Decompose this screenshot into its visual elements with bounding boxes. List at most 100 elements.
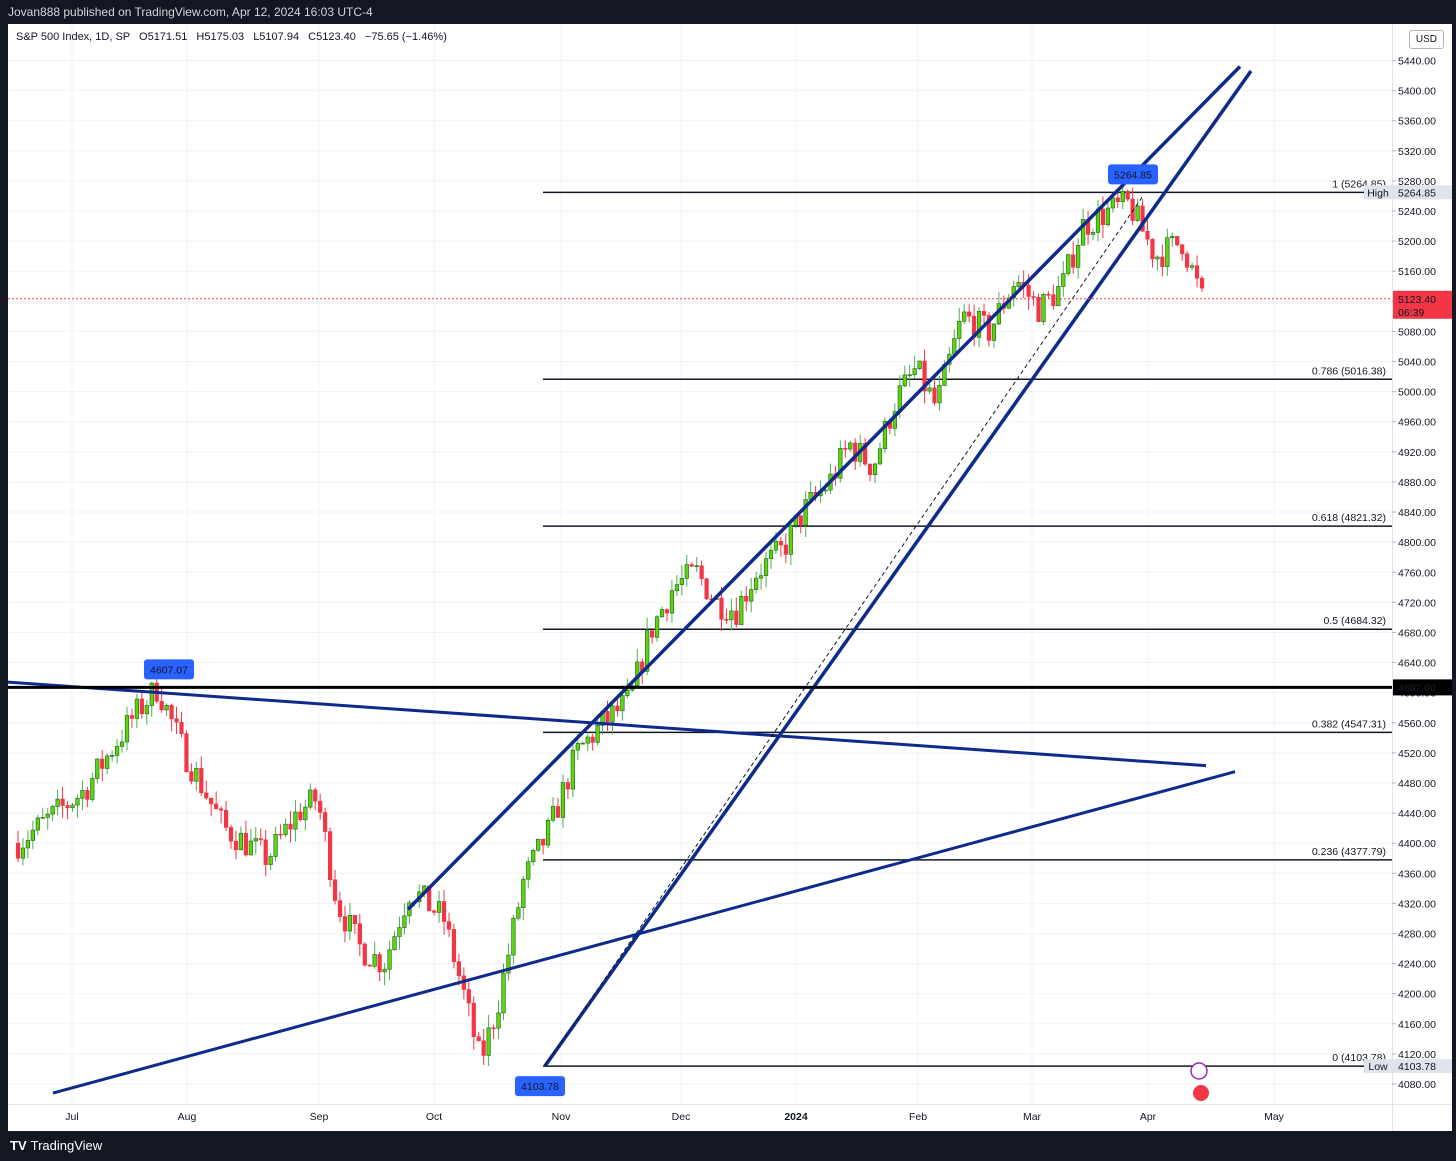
price-tick-label: 4640.00: [1398, 658, 1436, 670]
price-callout-bg: [515, 1076, 565, 1097]
candle-body: [35, 817, 40, 831]
candle-body: [1194, 265, 1200, 279]
candle-body: [986, 315, 992, 341]
candle-body: [932, 387, 937, 404]
time-tick-label: Feb: [909, 1111, 927, 1123]
price-callout-text: 5264.85: [1114, 169, 1152, 181]
price-badge-value: 4103.78: [1398, 1061, 1436, 1073]
candle-body: [1051, 294, 1056, 307]
candle-body: [337, 900, 343, 917]
candle-body: [555, 806, 561, 818]
time-tick-label: Oct: [426, 1111, 442, 1123]
candle-body: [650, 630, 655, 638]
publisher-text: Jovan888 published on TradingView.com, A…: [8, 5, 373, 19]
candle-body: [283, 823, 288, 836]
candle-body: [659, 609, 665, 618]
price-tick-label: 4920.00: [1398, 447, 1436, 459]
candle-body: [585, 736, 590, 744]
channel-upper-line: [406, 65, 1242, 911]
candle-body: [95, 758, 100, 779]
level-badge: [1393, 679, 1452, 696]
candle-body: [654, 616, 660, 638]
candle-body: [689, 564, 694, 567]
candle-body: [1135, 205, 1140, 221]
price-badge-text: Low: [1368, 1061, 1388, 1073]
candle-body: [1071, 254, 1076, 268]
candle-body: [189, 771, 194, 782]
candle-body: [194, 768, 199, 782]
candlestick-chart[interactable]: 4080.00 4120.00 4160.00 4200.00 4240.00 4280.…: [8, 24, 1452, 1131]
price-callout-text: 4103.78: [521, 1081, 559, 1093]
candle-body: [273, 833, 278, 857]
candle-body: [1175, 236, 1180, 246]
candle-body: [100, 758, 105, 769]
publisher-bar: Jovan888 published on TradingView.com, A…: [0, 0, 1456, 24]
candle-body: [1155, 256, 1160, 260]
ohlc-low: L5107.94: [253, 31, 300, 43]
candle-body: [90, 778, 95, 800]
candle-body: [729, 610, 734, 621]
candle-body: [788, 525, 793, 555]
candle-body: [436, 901, 442, 913]
candle-body: [129, 715, 135, 719]
candle-body: [15, 842, 21, 859]
candle-body: [144, 705, 149, 715]
candle-body: [456, 961, 462, 977]
candle-body: [55, 798, 60, 807]
price-tick-label: 5280.00: [1398, 176, 1436, 188]
candle-body: [768, 549, 774, 559]
brand-name: TradingView: [30, 1138, 103, 1153]
candle-body: [545, 819, 551, 846]
candle-body: [976, 311, 982, 338]
price-tick-label: 4280.00: [1398, 928, 1436, 940]
price-badge-value: 5264.85: [1398, 187, 1436, 199]
candle-body: [199, 768, 204, 794]
candle-body: [352, 915, 357, 924]
tradingview-logo[interactable]: TV TradingView: [10, 1131, 102, 1161]
candle-body: [704, 578, 709, 600]
candle-body: [174, 718, 179, 723]
fib-level-label: 0.5 (4684.32): [1324, 615, 1386, 627]
candle-body: [40, 817, 45, 819]
candle-body: [580, 742, 585, 745]
candle-body: [575, 743, 580, 751]
price-tick-label: 5320.00: [1398, 146, 1436, 158]
price-tick-label: 4720.00: [1398, 597, 1436, 609]
candle-body: [243, 833, 248, 856]
candle-body: [917, 360, 922, 369]
candle-body: [536, 838, 541, 851]
candle-body: [134, 698, 139, 719]
candle-body: [516, 907, 521, 919]
last-price-value: 5123.40: [1398, 294, 1436, 306]
price-tick-label: 5440.00: [1398, 56, 1436, 68]
channel-midline: [544, 195, 1144, 1067]
candle-body: [25, 840, 31, 849]
candle-body: [922, 360, 927, 392]
candle-body: [184, 733, 189, 772]
candle-body: [471, 1002, 476, 1038]
price-tick-label: 4240.00: [1398, 959, 1436, 971]
candle-body: [684, 564, 689, 579]
candle-body: [342, 916, 348, 932]
candle-body: [739, 596, 744, 625]
candle-body: [1016, 282, 1021, 287]
currency-button[interactable]: USD: [1408, 30, 1444, 49]
price-badge-text: High: [1367, 187, 1389, 199]
price-tick-label: 5200.00: [1398, 236, 1436, 248]
candle-body: [719, 597, 724, 620]
candle-body: [328, 831, 333, 881]
price-tick-label: 4520.00: [1398, 748, 1436, 760]
chart-area[interactable]: 4080.00 4120.00 4160.00 4200.00 4240.00 4280.…: [8, 24, 1452, 1131]
channel-lower-line: [543, 70, 1253, 1067]
candle-body: [664, 609, 670, 614]
candle-body: [526, 861, 531, 880]
candle-body: [1041, 293, 1046, 322]
price-tick-label: 5160.00: [1398, 266, 1436, 278]
price-callout-bg: [1108, 164, 1158, 185]
time-tick-label: Sep: [310, 1111, 329, 1123]
candle-body: [1090, 232, 1096, 235]
fib-level-label: 0.382 (4547.31): [1312, 718, 1386, 730]
candle-body: [669, 590, 675, 614]
footer-bar: TV TradingView: [0, 1131, 1456, 1161]
candle-body: [590, 736, 595, 743]
